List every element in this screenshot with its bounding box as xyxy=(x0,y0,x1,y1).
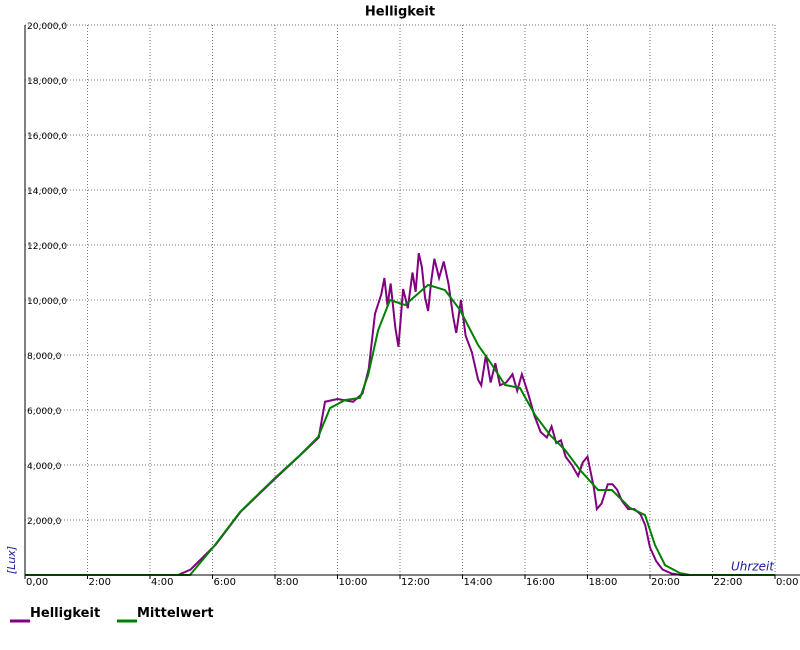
data-line xyxy=(25,253,775,576)
data-line xyxy=(25,283,775,576)
x-tick-label: 18:00 xyxy=(589,577,618,588)
x-tick-label: 4:00 xyxy=(151,577,173,588)
y-tick-label: 4,000,0 xyxy=(27,462,62,472)
x-tick-label: 2:00 xyxy=(89,577,111,588)
y-axis-label: [Lux] xyxy=(5,546,18,574)
x-tick-label: 12:00 xyxy=(401,577,430,588)
x-tick-label: 20:00 xyxy=(651,577,680,588)
x-tick-label: 22:00 xyxy=(714,577,743,588)
y-tick-label: 12,000,0 xyxy=(27,242,67,252)
y-tick-label: 8,000,0 xyxy=(27,352,62,362)
y-tick-label: 6,000,0 xyxy=(27,407,62,417)
y-tick-label: 10,000,0 xyxy=(27,297,67,307)
x-tick-label: 10:00 xyxy=(339,577,368,588)
y-tick-label: 14,000,0 xyxy=(27,187,67,197)
y-tick-label: 20,000,0 xyxy=(27,22,67,32)
chart-title: Helligkeit xyxy=(365,5,435,20)
x-tick-label: 16:00 xyxy=(526,577,555,588)
y-tick-label: 18,000,0 xyxy=(27,77,67,87)
x-axis-label: Uhrzeit xyxy=(731,560,775,574)
x-tick-label: 14:00 xyxy=(464,577,493,588)
y-tick-label: 2,000,0 xyxy=(27,517,62,527)
legend-label: Mittelwert xyxy=(137,606,214,621)
x-tick-label: 8:00 xyxy=(276,577,298,588)
x-tick-label: 0,00 xyxy=(26,577,48,588)
y-tick-label: 16,000,0 xyxy=(27,132,67,142)
x-tick-label: 6:00 xyxy=(214,577,236,588)
x-tick-label: 0:00 xyxy=(776,577,798,588)
legend-label: Helligkeit xyxy=(30,606,100,621)
